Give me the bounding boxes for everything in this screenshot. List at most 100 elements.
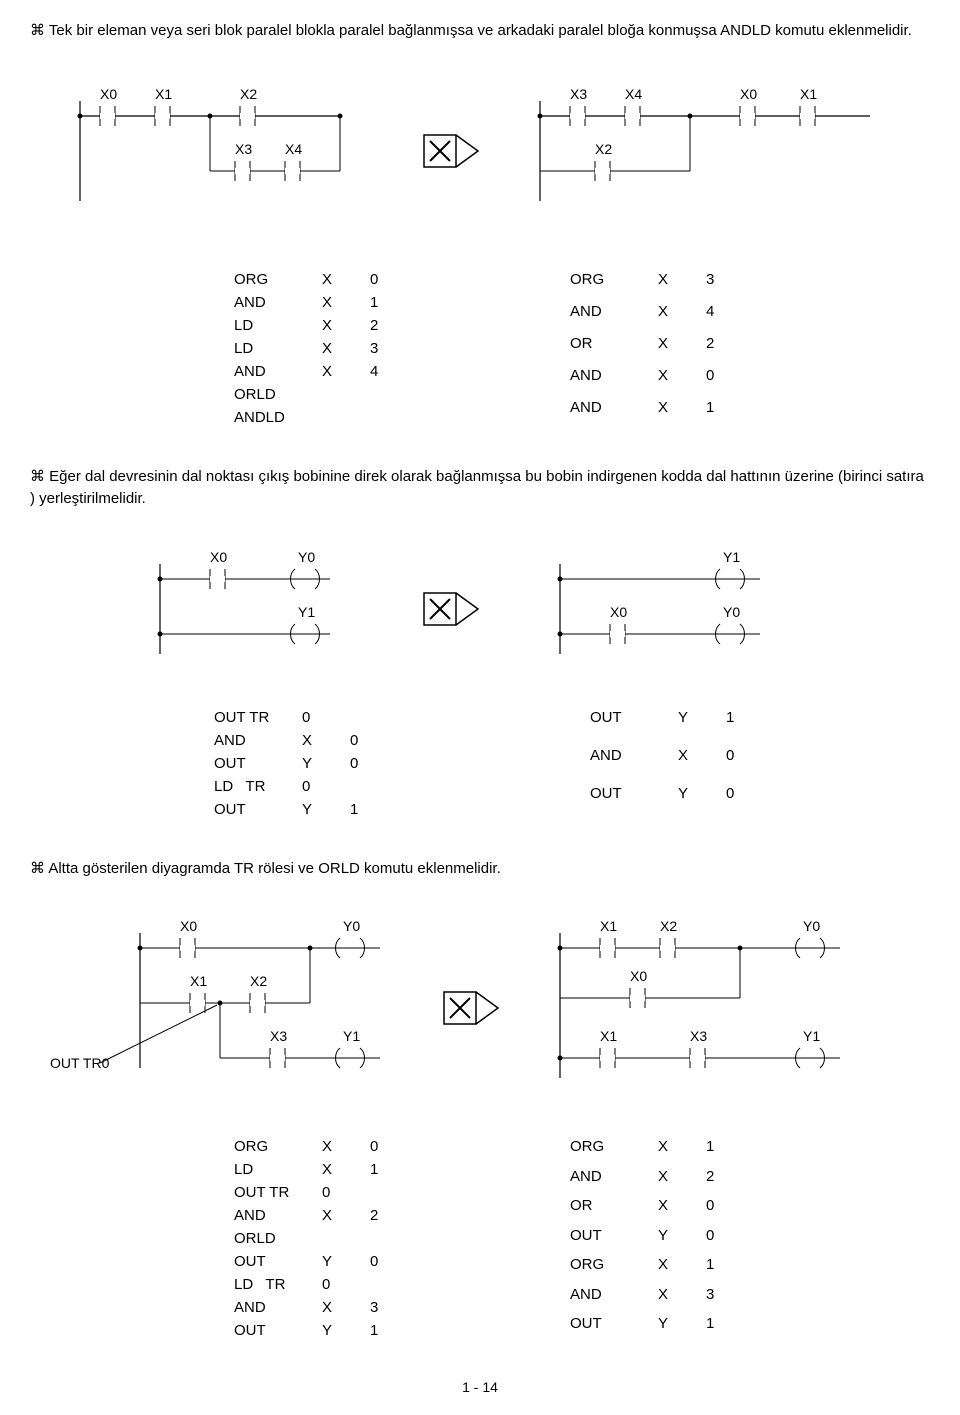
- code-cell: 2: [706, 1168, 726, 1192]
- code-cell: 3: [370, 340, 390, 357]
- code-cell: AND: [570, 303, 640, 329]
- code-cell: 0: [302, 709, 332, 726]
- code-cell: LD: [234, 1161, 304, 1178]
- code-cell: AND: [234, 1207, 304, 1224]
- code-cell: X: [322, 271, 352, 288]
- code-cell: AND: [234, 363, 304, 380]
- code-cell: LD TR: [234, 1276, 304, 1293]
- code-cell: [350, 709, 370, 726]
- d2-l-y1: Y1: [298, 604, 315, 620]
- code-cell: LD TR: [214, 778, 284, 795]
- code-cell: ORG: [234, 1138, 304, 1155]
- code-cell: OUT TR: [214, 709, 284, 726]
- code-cell: 3: [370, 1299, 390, 1316]
- code-cell: AND: [234, 294, 304, 311]
- code-cell: OUT: [570, 1227, 640, 1251]
- code-cell: AND: [570, 367, 640, 393]
- code-cell: 1: [370, 1322, 390, 1339]
- code-cell: 0: [350, 755, 370, 772]
- diag1-r-x3: X3: [570, 86, 587, 102]
- code-cell: AND: [214, 732, 284, 749]
- code-cell: OUT: [590, 709, 660, 741]
- d2-r-y1: Y1: [723, 549, 740, 565]
- code-cell: X: [658, 367, 688, 393]
- diagram-2: X0 Y0 Y1 Y1 X0 Y0: [40, 539, 920, 679]
- code-cell: X: [322, 1207, 352, 1224]
- bullet: ⌘: [30, 22, 45, 39]
- code-cell: Y: [322, 1322, 352, 1339]
- code-cell: X: [302, 732, 332, 749]
- code-cell: 0: [706, 1227, 726, 1251]
- code-1-left: ORGX0ANDX1LDX2LDX3ANDX4ORLDANDLD: [234, 271, 390, 426]
- code-cell: 0: [706, 367, 726, 393]
- code-cell: [322, 409, 352, 426]
- d3-r-x1: X1: [600, 918, 617, 934]
- diag1-l-x4: X4: [285, 141, 302, 157]
- code-cell: 0: [370, 1138, 390, 1155]
- code-cell: [370, 1276, 390, 1293]
- code-cell: ORLD: [234, 1230, 304, 1247]
- code-cell: X: [678, 747, 708, 779]
- d3-r-x2: X2: [660, 918, 677, 934]
- transform-icon: [444, 992, 498, 1024]
- page-footer: 1 - 14: [10, 1379, 950, 1395]
- d3-l-y1: Y1: [343, 1028, 360, 1044]
- code-cell: ORG: [570, 1256, 640, 1280]
- code-cell: Y: [302, 755, 332, 772]
- code-cell: [350, 778, 370, 795]
- paragraph-1-text: Tek bir eleman veya seri blok paralel bl…: [49, 22, 912, 39]
- code-cell: [370, 386, 390, 403]
- code-cell: OUT: [214, 755, 284, 772]
- code-cell: OUT TR: [234, 1184, 304, 1201]
- paragraph-2-text: Eğer dal devresinin dal noktası çıkış bo…: [30, 468, 924, 508]
- code-cell: X: [658, 271, 688, 297]
- code-cell: 0: [322, 1184, 352, 1201]
- code-cell: X: [322, 1299, 352, 1316]
- diag1-r-x2: X2: [595, 141, 612, 157]
- d3-r-y1: Y1: [803, 1028, 820, 1044]
- bullet: ⌘: [30, 860, 45, 877]
- code-cell: 1: [370, 1161, 390, 1178]
- code-cell: X: [322, 1138, 352, 1155]
- code-cell: ORG: [234, 271, 304, 288]
- code-cell: X: [658, 303, 688, 329]
- code-cell: OUT: [234, 1253, 304, 1270]
- code-cell: 1: [706, 1256, 726, 1280]
- code-cell: X: [658, 335, 688, 361]
- code-cell: X: [658, 1138, 688, 1162]
- code-cell: 3: [706, 271, 726, 297]
- code-cell: 4: [370, 363, 390, 380]
- d3-l-x3: X3: [270, 1028, 287, 1044]
- code-cell: 1: [350, 801, 370, 818]
- code-cell: ORLD: [234, 386, 304, 403]
- code-cell: X: [322, 1161, 352, 1178]
- code-cell: ANDLD: [234, 409, 304, 426]
- code-cell: X: [322, 317, 352, 334]
- paragraph-3: ⌘ Altta gösterilen diyagramda TR rölesi …: [30, 858, 930, 881]
- code-row-3: ORGX0LDX1OUT TR0ANDX2ORLDOUTY0LD TR0ANDX…: [10, 1138, 950, 1339]
- code-cell: Y: [678, 785, 708, 817]
- diagram-3: X0 Y0 X1 X2 X3 Y1 OUT TR0 X1 X2 Y0: [40, 908, 920, 1108]
- d3-l-x2: X2: [250, 973, 267, 989]
- code-3-left: ORGX0LDX1OUT TR0ANDX2ORLDOUTY0LD TR0ANDX…: [234, 1138, 390, 1339]
- d3-r-x1b: X1: [600, 1028, 617, 1044]
- d3-l-x0: X0: [180, 918, 197, 934]
- code-2-left: OUT TR0ANDX0OUTY0LD TR0OUTY1: [214, 709, 370, 818]
- code-cell: 4: [706, 303, 726, 329]
- code-3-right: ORGX1ANDX2ORX0OUTY0ORGX1ANDX3OUTY1: [570, 1138, 726, 1339]
- code-cell: Y: [658, 1227, 688, 1251]
- d3-r-x0: X0: [630, 968, 647, 984]
- code-cell: Y: [322, 1253, 352, 1270]
- code-cell: X: [658, 1197, 688, 1221]
- d3-r-x3: X3: [690, 1028, 707, 1044]
- d2-l-y0: Y0: [298, 549, 315, 565]
- d2-l-x0: X0: [210, 549, 227, 565]
- diag1-r-x1: X1: [800, 86, 817, 102]
- code-cell: 0: [370, 271, 390, 288]
- code-cell: 0: [302, 778, 332, 795]
- code-cell: 1: [706, 399, 726, 425]
- transform-icon: [424, 135, 478, 167]
- d2-r-x0: X0: [610, 604, 627, 620]
- code-cell: X: [322, 363, 352, 380]
- code-cell: 0: [706, 1197, 726, 1221]
